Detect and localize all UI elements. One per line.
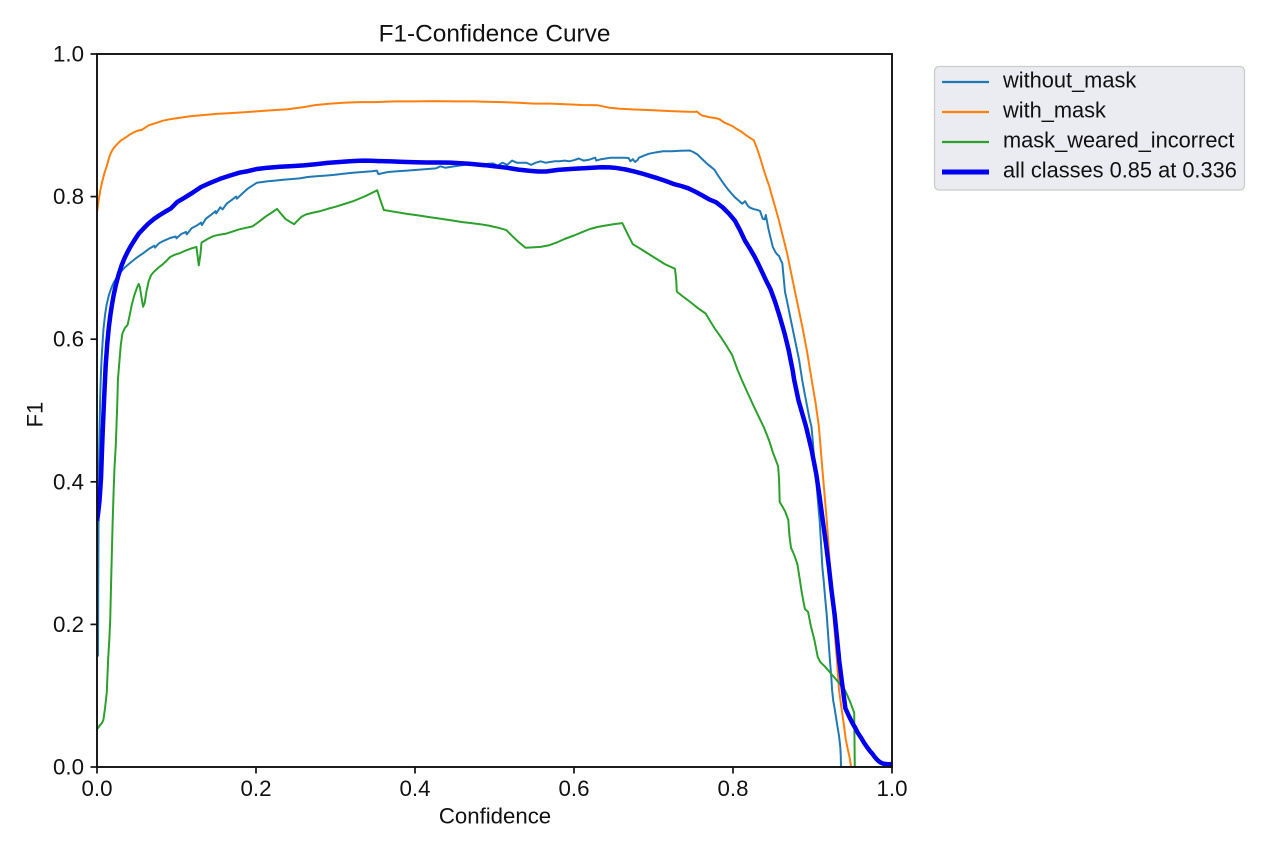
- svg-text:without_mask: without_mask: [1002, 68, 1136, 93]
- svg-text:0.0: 0.0: [53, 755, 84, 780]
- svg-text:Confidence: Confidence: [439, 804, 551, 829]
- svg-text:F1-Confidence Curve: F1-Confidence Curve: [379, 21, 611, 48]
- svg-text:0.4: 0.4: [53, 469, 84, 494]
- svg-text:mask_weared_incorrect: mask_weared_incorrect: [1003, 128, 1234, 153]
- svg-text:F1: F1: [22, 402, 47, 428]
- svg-text:0.0: 0.0: [82, 776, 113, 801]
- svg-text:with_mask: with_mask: [1002, 98, 1106, 123]
- svg-text:1.0: 1.0: [877, 776, 908, 801]
- svg-text:0.2: 0.2: [53, 612, 84, 637]
- svg-text:0.8: 0.8: [53, 184, 84, 209]
- svg-text:0.6: 0.6: [559, 776, 590, 801]
- svg-text:1.0: 1.0: [53, 42, 84, 67]
- svg-text:0.6: 0.6: [53, 327, 84, 352]
- svg-text:0.2: 0.2: [241, 776, 272, 801]
- svg-text:all classes 0.85 at 0.336: all classes 0.85 at 0.336: [1003, 158, 1237, 183]
- svg-text:0.4: 0.4: [400, 776, 431, 801]
- svg-text:0.8: 0.8: [718, 776, 749, 801]
